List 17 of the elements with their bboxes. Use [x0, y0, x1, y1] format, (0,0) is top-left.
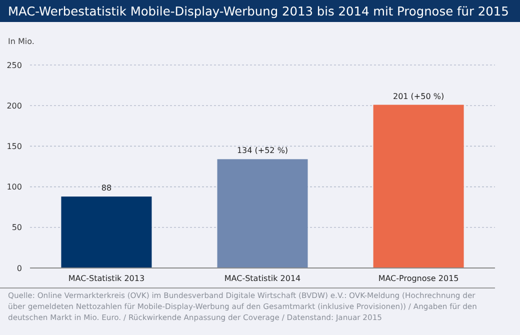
- x-tick-label: MAC-Prognose 2015: [378, 274, 459, 283]
- data-label: 88: [101, 184, 112, 193]
- x-tick-label: MAC-Statistik 2013: [68, 274, 145, 283]
- bar: [61, 196, 152, 268]
- data-label: 201 (+50 %): [392, 92, 444, 101]
- y-tick-label: 200: [6, 101, 22, 110]
- chart-title: MAC-Werbestatistik Mobile-Display-Werbung 2013 bis 2014 mit Prognose für 2015: [8, 4, 509, 18]
- y-tick-label: 150: [6, 142, 22, 151]
- bar: [217, 159, 308, 268]
- y-tick-label: 100: [6, 182, 22, 192]
- y-tick-label: 50: [12, 223, 22, 232]
- y-axis-title: In Mio.: [8, 37, 34, 46]
- y-tick-label: 0: [16, 264, 22, 273]
- y-tick-label: 250: [6, 60, 22, 70]
- data-label: 134 (+52 %): [236, 146, 288, 156]
- bar: [373, 104, 464, 268]
- x-tick-label: MAC-Statistik 2014: [224, 274, 301, 283]
